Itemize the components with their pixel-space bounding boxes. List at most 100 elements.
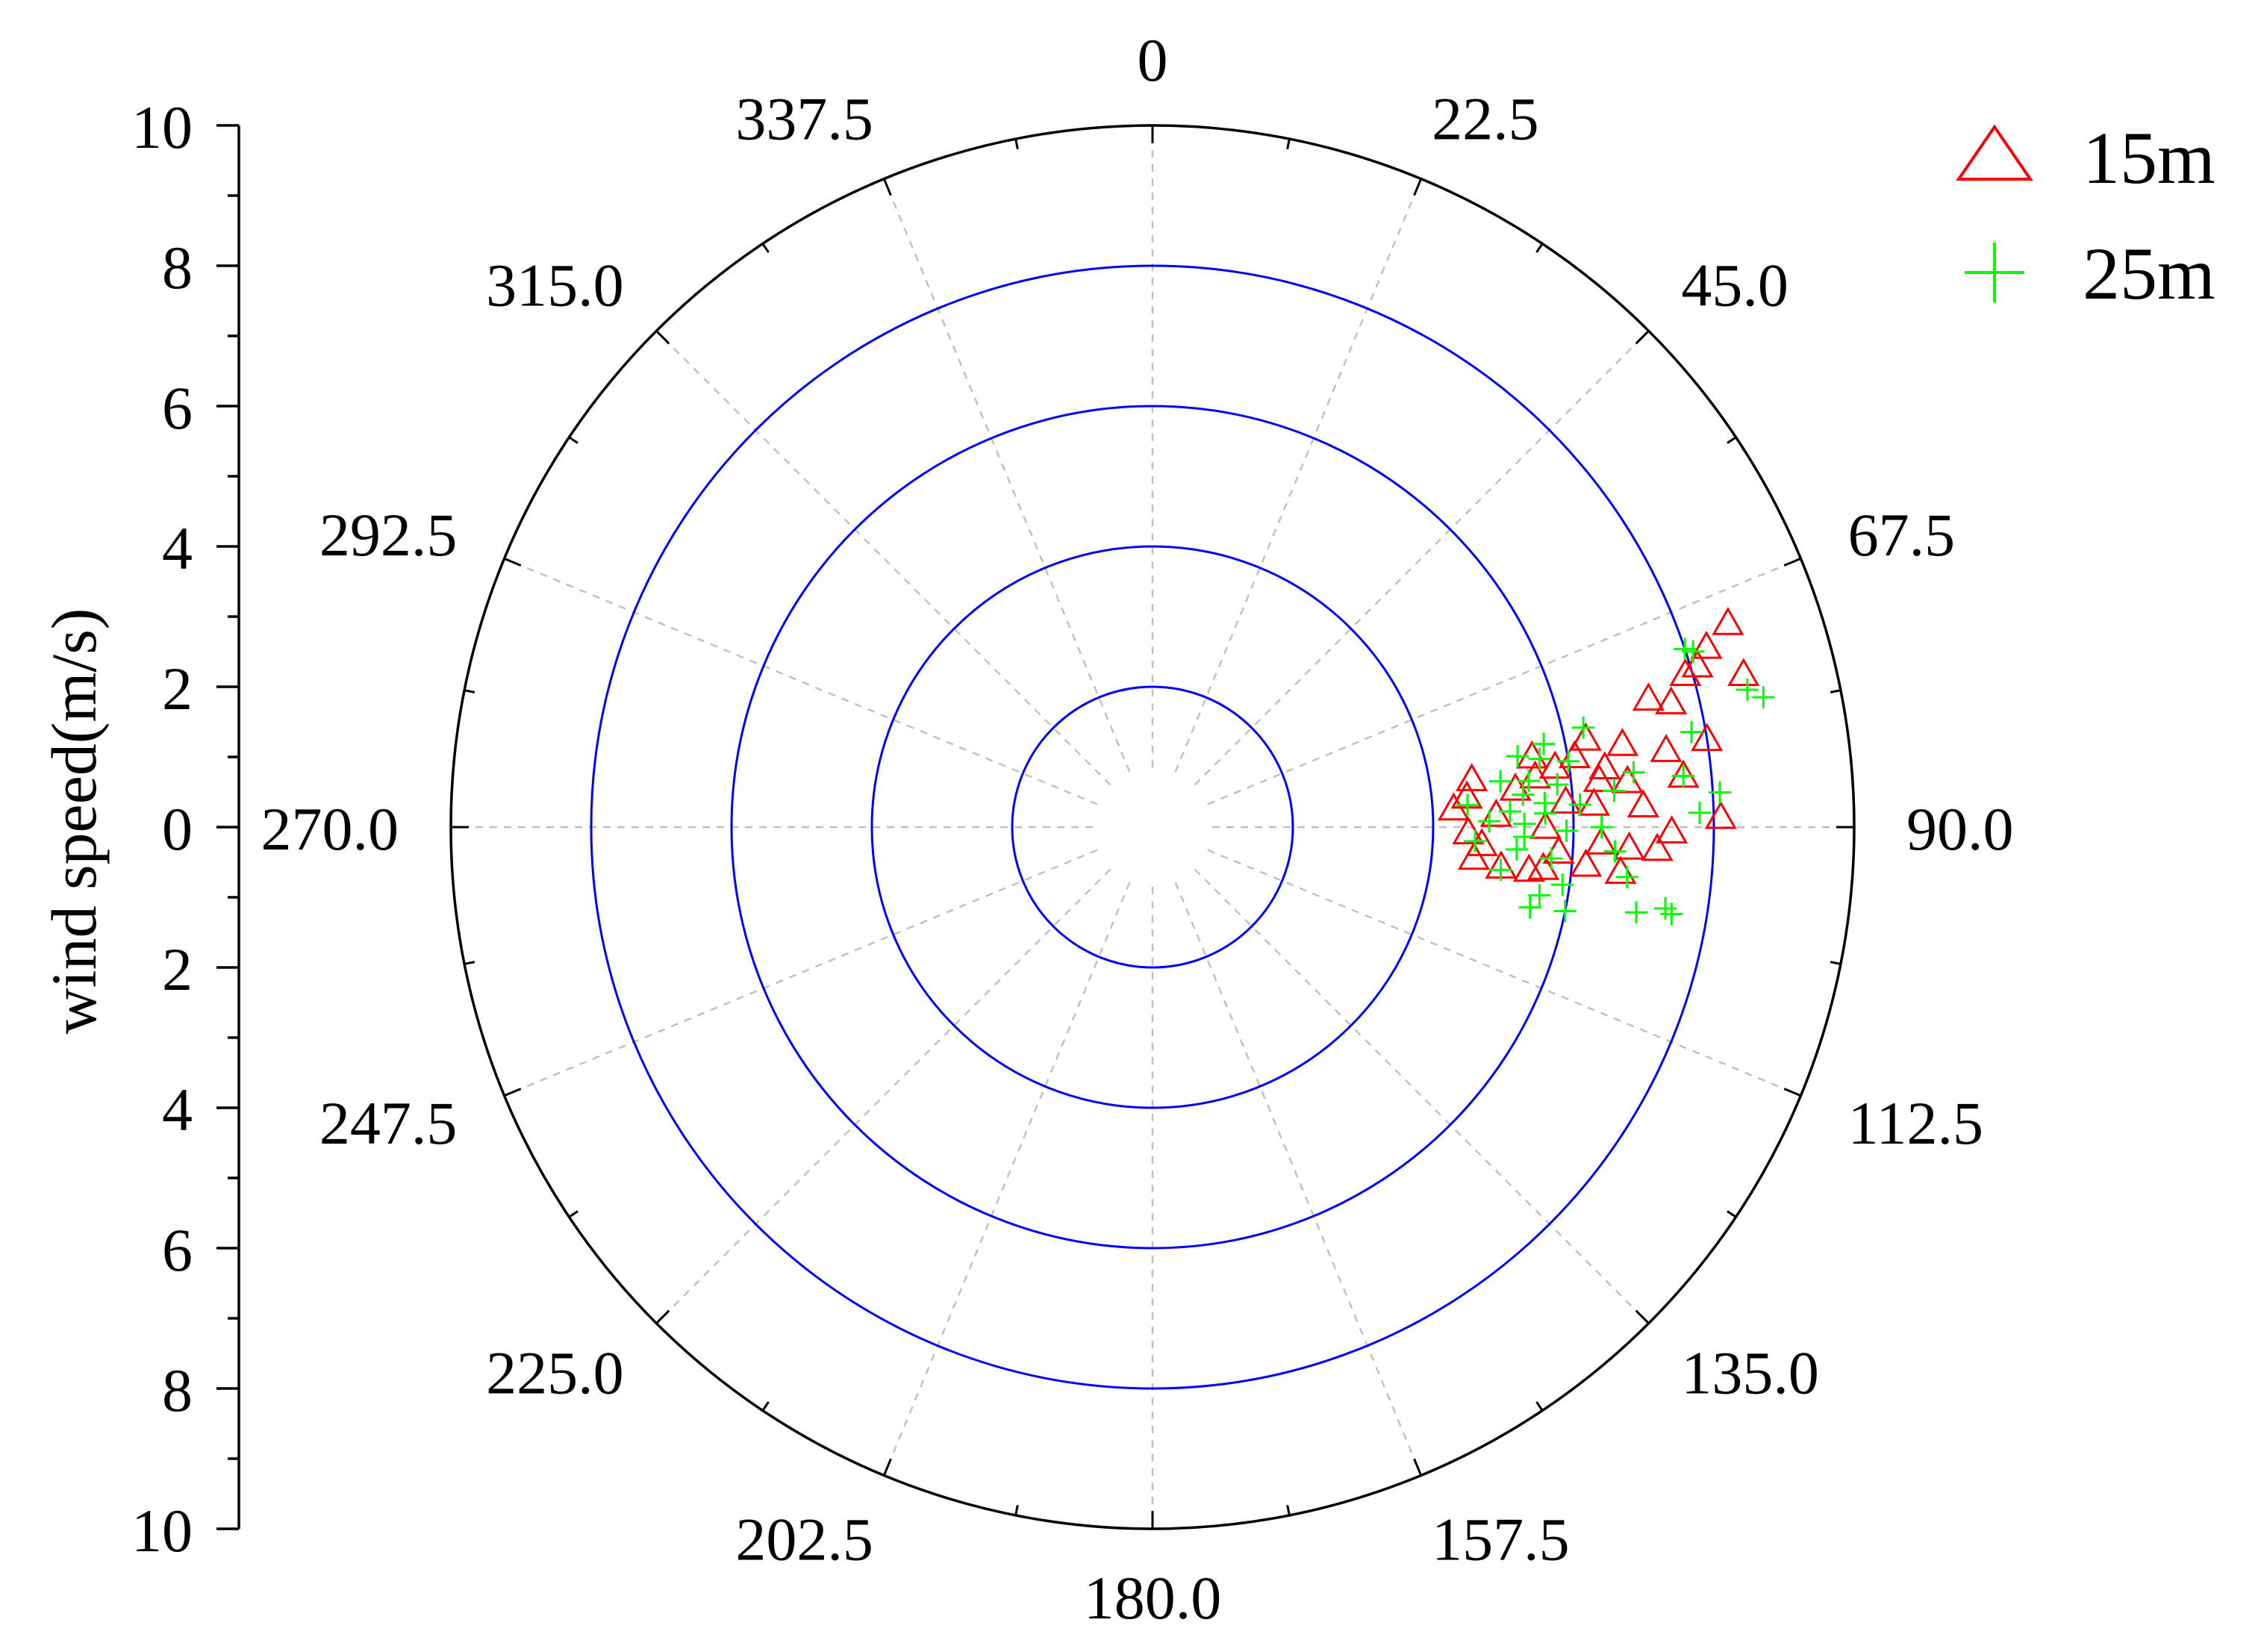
plus-point: [1463, 829, 1486, 853]
angular-major-tick: [1783, 557, 1802, 567]
grid-circle: [870, 545, 1435, 1109]
angular-minor-tick: [1535, 243, 1544, 253]
angular-tick-label: 225.0: [486, 1338, 624, 1406]
plus-point: [1498, 800, 1521, 823]
angular-minor-tick: [1535, 1401, 1544, 1412]
angular-major-tick: [503, 1088, 522, 1097]
angular-major-tick: [1635, 330, 1650, 345]
angular-minor-tick: [1830, 961, 1841, 965]
radial-tick-label: 6: [162, 374, 193, 442]
triangle-point: [1704, 800, 1737, 829]
legend-plus-icon: [1965, 243, 2024, 302]
legend-label: 25m: [2083, 232, 2215, 315]
angular-tick-label: 67.5: [1848, 501, 1956, 569]
plus-point: [1478, 810, 1501, 833]
triangle-point: [1569, 848, 1603, 877]
plus-point: [1568, 793, 1591, 816]
angular-tick-label: 45.0: [1681, 252, 1788, 320]
angular-tick-label: 112.5: [1848, 1089, 1983, 1157]
angular-major-tick: [882, 1458, 892, 1477]
triangle-point: [1437, 792, 1471, 821]
triangle-point: [1641, 832, 1674, 861]
triangle-point: [1632, 682, 1665, 711]
plus-point: [1680, 720, 1703, 744]
radial-axis: 10 8 6 4 2 0 2 4 6 8 10: [131, 93, 240, 1565]
triangle-point: [1577, 787, 1610, 816]
plus-point: [1660, 903, 1683, 926]
plus-point: [1512, 783, 1535, 806]
triangle-point: [1515, 740, 1548, 769]
angular-tick-label: 157.5: [1432, 1506, 1570, 1574]
triangle-point: [1588, 751, 1621, 779]
radial-tick-label: 10: [131, 1497, 193, 1565]
triangle-point: [1538, 750, 1571, 779]
plus-point: [1518, 896, 1541, 919]
triangle-point: [1585, 826, 1618, 855]
polar-grid: [449, 124, 1856, 1530]
radial-tick-label: 4: [162, 1076, 193, 1144]
plus-point: [1557, 749, 1580, 773]
grid-spoke: [655, 330, 1111, 786]
plus-point: [1708, 781, 1731, 804]
triangle-point: [1569, 722, 1602, 751]
angular-major-tick: [655, 330, 670, 345]
angular-minor-tick: [568, 1210, 578, 1218]
plus-point: [1615, 865, 1638, 888]
plus-point: [1506, 744, 1529, 767]
plus-point: [1488, 770, 1512, 793]
triangle-point: [1691, 723, 1724, 752]
plus-point: [1456, 794, 1479, 817]
radial-tick-label: 8: [162, 1356, 193, 1424]
radial-tick-label: 0: [162, 795, 193, 863]
triangle-point: [1655, 686, 1688, 714]
angular-minor-tick: [568, 436, 578, 444]
angular-tick-label: 202.5: [735, 1506, 873, 1574]
angular-tick-label: 247.5: [319, 1089, 458, 1157]
radial-tick-label: 2: [162, 655, 193, 723]
plus-point: [1528, 884, 1551, 907]
angular-tick-label: 292.5: [319, 501, 458, 569]
plus-point: [1528, 747, 1551, 770]
angular-minor-tick: [1830, 689, 1841, 693]
plus-point: [1625, 901, 1648, 924]
grid-circle: [1011, 685, 1294, 969]
plus-point: [1590, 816, 1613, 838]
angular-tick-label: 270.0: [261, 795, 399, 863]
angular-tick-label: 22.5: [1432, 84, 1539, 152]
triangle-point: [1457, 841, 1490, 870]
angular-major-tick: [1413, 178, 1423, 196]
plus-point: [1555, 819, 1578, 842]
plus-point: [1532, 732, 1556, 755]
plus-point: [1540, 847, 1563, 870]
plus-point: [1672, 764, 1695, 788]
angular-minor-tick: [464, 961, 475, 965]
radial-tick-label: 10: [131, 93, 193, 161]
plus-point: [1688, 801, 1711, 824]
angular-minor-tick: [1727, 1210, 1737, 1218]
angular-minor-tick: [1286, 1504, 1291, 1516]
triangle-point: [1727, 658, 1760, 686]
angular-major-tick: [503, 557, 522, 567]
plus-point: [1654, 897, 1677, 920]
angular-major-tick: [1635, 1309, 1650, 1324]
plus-point: [1534, 802, 1557, 825]
angular-tick-label: 315.0: [486, 252, 624, 320]
legend-label: 15m: [2083, 116, 2215, 199]
angular-minor-tick: [1727, 436, 1737, 444]
triangle-point: [1606, 727, 1639, 756]
angular-tick-label: 337.5: [735, 84, 873, 152]
radial-tick-label: 4: [162, 514, 193, 582]
triangle-point: [1604, 855, 1637, 885]
angular-major-tick: [1783, 1088, 1802, 1097]
angular-minor-tick: [1014, 1504, 1019, 1516]
plus-point: [1674, 638, 1697, 661]
angular-tick-labels: 0 22.5 45.0 67.5 90.0 112.5 135.0 157.5 180.0 202…: [261, 26, 2014, 1632]
plus-point: [1735, 679, 1759, 702]
triangle-point: [1712, 606, 1744, 635]
plus-point: [1572, 716, 1595, 739]
grid-spoke: [655, 868, 1111, 1324]
triangle-point: [1681, 649, 1714, 678]
grid-circle: [730, 405, 1575, 1250]
